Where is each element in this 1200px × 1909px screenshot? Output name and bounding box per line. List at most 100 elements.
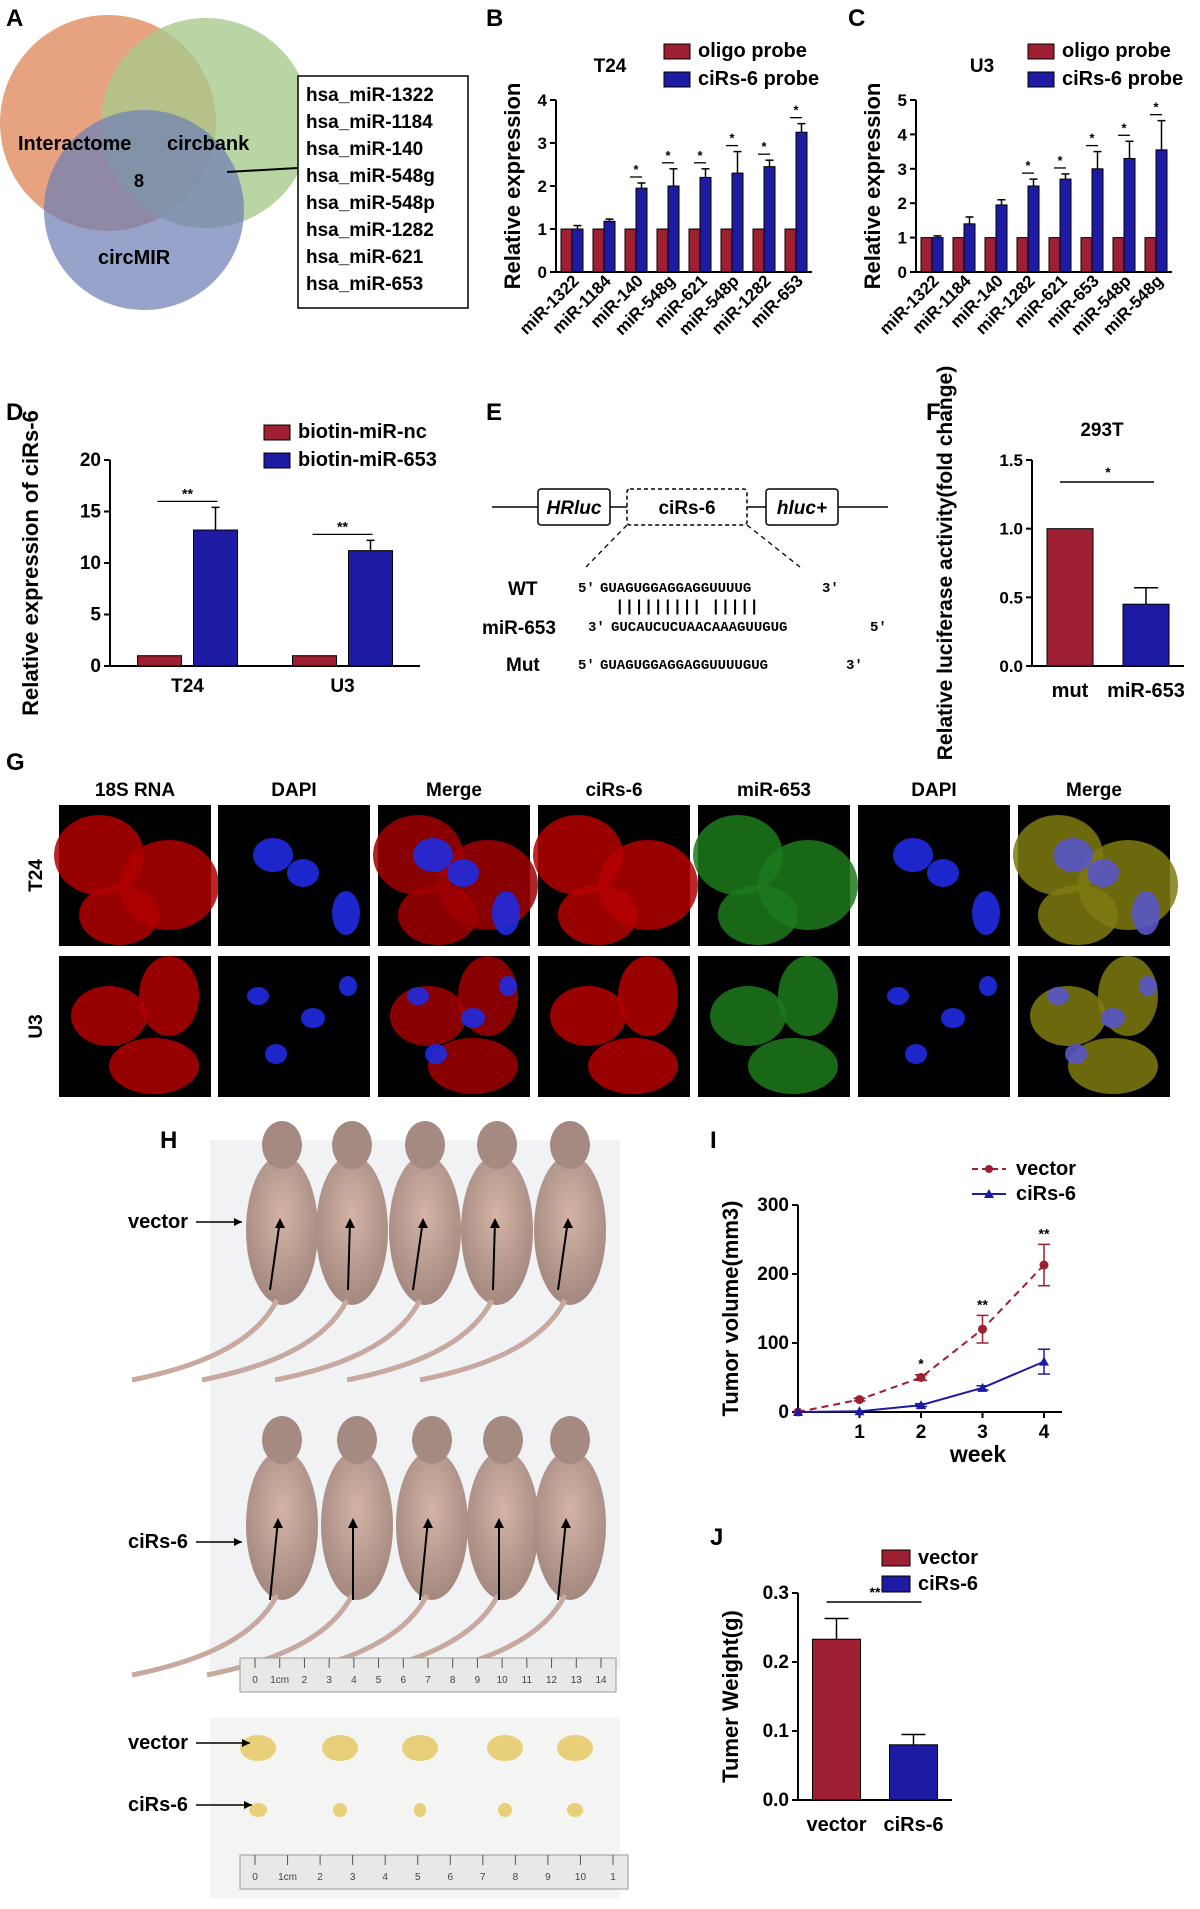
panel-d: D 0 5 10 15 20 Relative expression of ciRs-6 *…: [6, 399, 437, 716]
hrluc-box: [537, 488, 611, 526]
significance-marker: **: [870, 1584, 881, 1600]
wt-3prime: 3': [822, 581, 839, 597]
venn-label-interactome: Interactome: [18, 133, 131, 155]
data-point: [855, 1395, 864, 1405]
y-tick-label: 200: [757, 1264, 789, 1285]
micro-column-label: Merge: [426, 780, 482, 801]
bar: [688, 228, 701, 273]
micro-nucleus: [887, 987, 909, 1005]
y-tick-label: 100: [757, 1333, 789, 1354]
mice-row-label: vector: [128, 1732, 188, 1754]
significance-marker: *: [1153, 100, 1159, 115]
x-tick-label: 2: [916, 1422, 927, 1443]
panel-letter-a: A: [6, 5, 23, 32]
mouse-cirs6: [321, 1450, 393, 1600]
arrowhead: [275, 1218, 285, 1228]
ruler-label: 7: [425, 1675, 431, 1686]
ruler-label: 7: [480, 1872, 486, 1883]
ruler-label: 4: [382, 1872, 388, 1883]
y-tick-label: 0.0: [999, 657, 1023, 676]
y-tick-label: 2: [538, 177, 547, 196]
chart-d: 0 5 10 15 20 Relative expression of ciRs-6 ** T…: [18, 410, 437, 716]
wt-sequence: GUAGUGGAGGAGGUUUUG: [600, 581, 751, 597]
y-tick-label: 1.0: [999, 520, 1023, 539]
mouse-head: [550, 1121, 590, 1169]
data-point: [1039, 1356, 1049, 1366]
mouse-head: [262, 1121, 302, 1169]
mouse-vector: [461, 1155, 533, 1305]
significance-marker: *: [633, 162, 639, 177]
y-tick-label: 1.5: [999, 451, 1023, 470]
ruler-label: 4: [351, 1675, 357, 1686]
x-axis-label: week: [949, 1441, 1006, 1467]
mir653-sequence: GUCAUCUCUAACAAAGUUGUG: [611, 620, 787, 636]
mouse-cirs6: [467, 1450, 539, 1600]
tumor-cirs6: [414, 1803, 426, 1817]
y-tick-label: 0: [538, 263, 547, 282]
series-line: [797, 1264, 1045, 1413]
significance-marker: **: [182, 485, 193, 501]
mirna-list-item: hsa_miR-548p: [306, 193, 435, 214]
bar: [560, 228, 573, 273]
ruler-label: 12: [546, 1675, 558, 1686]
ruler-label: 14: [595, 1675, 607, 1686]
micro-nucleus: [492, 891, 520, 935]
arrowhead: [494, 1518, 504, 1528]
arrowhead: [345, 1218, 355, 1228]
significance-marker: *: [1089, 131, 1095, 146]
ruler: [239, 1854, 629, 1890]
legend-swatch: [663, 43, 691, 60]
hluc-label: hluc+: [777, 498, 827, 519]
panel-h: H 0 1cm 2 3 4 5 6 7 8 9 10 11 12 13 14 0 1cm 2 3 4 5 6 7 8 9 10 1 v…: [128, 1121, 629, 1898]
arrowhead: [244, 1801, 252, 1809]
bar: [1091, 168, 1104, 273]
x-tick-label: U3: [330, 676, 354, 697]
arrowhead: [234, 1538, 242, 1546]
panel-letter-b: B: [486, 5, 503, 32]
arrowhead: [490, 1218, 500, 1228]
tumor-vector: [402, 1735, 438, 1761]
mouse-tail: [274, 1298, 423, 1383]
mouse-tail: [131, 1593, 280, 1678]
venn-circle-circmir: [44, 110, 244, 310]
y-tick-label: 15: [80, 502, 102, 523]
data-point: [916, 1400, 926, 1410]
micro-nucleus: [1132, 891, 1160, 935]
y-tick-label: 1: [898, 229, 907, 248]
mouse-tail: [206, 1593, 355, 1678]
significance-marker: **: [977, 1296, 988, 1312]
x-tick-label: mut: [1052, 680, 1089, 702]
wt-5prime: 5': [578, 581, 595, 597]
bar: [795, 131, 808, 273]
micro-nucleus: [253, 838, 293, 872]
significance-marker: *: [1121, 120, 1127, 135]
bar: [731, 172, 744, 273]
ruler-label: 1cm: [278, 1872, 297, 1883]
hluc-box: [765, 488, 839, 526]
mirna-list-item: hsa_miR-653: [306, 274, 423, 295]
cirs6-label: ciRs-6: [658, 498, 715, 519]
mouse-head: [483, 1416, 523, 1464]
significance-marker: *: [697, 148, 703, 163]
micro-cell: [139, 956, 199, 1036]
mouse-head: [262, 1416, 302, 1464]
bar: [1144, 237, 1157, 273]
panel-letter-j: J: [710, 1524, 723, 1551]
micro-cell: [71, 986, 147, 1046]
bar: [1112, 237, 1125, 273]
ruler-label: 9: [545, 1872, 551, 1883]
legend-label: biotin-miR-653: [298, 449, 437, 471]
data-point: [854, 1406, 865, 1416]
y-tick-label: 3: [898, 160, 907, 179]
micro-nucleus: [941, 1008, 965, 1028]
bar: [292, 655, 337, 667]
mirna-list-item: hsa_miR-1184: [306, 112, 433, 133]
tumor-vector: [240, 1735, 276, 1761]
legend-label: oligo probe: [698, 40, 807, 62]
bar: [571, 228, 584, 273]
bar: [348, 550, 393, 667]
micro-nucleus: [407, 987, 429, 1005]
micro-column-label: DAPI: [911, 780, 956, 801]
